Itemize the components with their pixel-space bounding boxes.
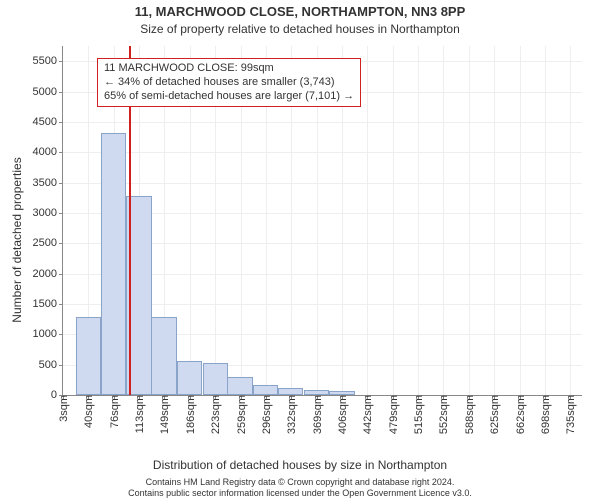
gridline-v xyxy=(418,46,419,395)
annotation-line3: 65% of semi-detached houses are larger (… xyxy=(104,90,354,104)
histogram-bar xyxy=(304,390,329,395)
credit-line1: Contains HM Land Registry data © Crown c… xyxy=(146,477,455,487)
y-tick-label: 1500 xyxy=(33,298,63,310)
chart-title-line1: 11, MARCHWOOD CLOSE, NORTHAMPTON, NN3 8P… xyxy=(0,4,600,19)
chart-frame: 11, MARCHWOOD CLOSE, NORTHAMPTON, NN3 8P… xyxy=(0,0,600,500)
gridline-h xyxy=(63,122,582,123)
x-tick-label: 40sqm xyxy=(81,395,95,428)
x-tick-label: 479sqm xyxy=(386,395,400,434)
y-tick-label: 2000 xyxy=(33,268,63,280)
y-axis-label: Number of detached properties xyxy=(10,50,24,430)
histogram-bar xyxy=(151,317,176,395)
histogram-bar xyxy=(253,385,278,395)
x-tick-label: 588sqm xyxy=(462,395,476,434)
histogram-bar xyxy=(76,317,101,395)
gridline-v xyxy=(393,46,394,395)
y-tick-label: 3000 xyxy=(33,207,63,219)
x-tick-label: 515sqm xyxy=(411,395,425,434)
gridline-h xyxy=(63,183,582,184)
chart-title-line2: Size of property relative to detached ho… xyxy=(0,22,600,36)
y-tick-label: 5000 xyxy=(33,86,63,98)
gridline-v xyxy=(443,46,444,395)
histogram-bar xyxy=(329,391,354,395)
annotation-line2: ← 34% of detached houses are smaller (3,… xyxy=(104,76,354,90)
x-tick-label: 735sqm xyxy=(563,395,577,434)
histogram-bar xyxy=(203,363,228,395)
x-tick-label: 369sqm xyxy=(310,395,324,434)
x-tick-label: 259sqm xyxy=(234,395,248,434)
credit-line2: Contains public sector information licen… xyxy=(128,488,472,498)
histogram-bar xyxy=(101,133,126,395)
x-tick-label: 296sqm xyxy=(259,395,273,434)
y-tick-label: 2500 xyxy=(33,237,63,249)
gridline-v xyxy=(367,46,368,395)
x-tick-label: 662sqm xyxy=(513,395,527,434)
x-tick-label: 442sqm xyxy=(360,395,374,434)
x-tick-label: 406sqm xyxy=(335,395,349,434)
x-tick-label: 698sqm xyxy=(538,395,552,434)
gridline-h xyxy=(63,152,582,153)
annotation-line1: 11 MARCHWOOD CLOSE: 99sqm xyxy=(104,62,354,76)
x-axis-label: Distribution of detached houses by size … xyxy=(0,458,600,472)
histogram-bar xyxy=(227,377,252,395)
plot-area: 0500100015002000250030003500400045005000… xyxy=(62,46,582,396)
x-tick-label: 76sqm xyxy=(107,395,121,428)
y-tick-label: 500 xyxy=(39,359,63,371)
x-tick-label: 186sqm xyxy=(183,395,197,434)
gridline-v xyxy=(520,46,521,395)
marker-annotation: 11 MARCHWOOD CLOSE: 99sqm ← 34% of detac… xyxy=(97,58,361,107)
x-tick-label: 625sqm xyxy=(487,395,501,434)
x-tick-label: 149sqm xyxy=(157,395,171,434)
y-tick-label: 3500 xyxy=(33,177,63,189)
x-tick-label: 223sqm xyxy=(208,395,222,434)
x-tick-label: 332sqm xyxy=(284,395,298,434)
x-tick-label: 552sqm xyxy=(436,395,450,434)
y-tick-label: 4500 xyxy=(33,116,63,128)
y-tick-label: 1000 xyxy=(33,328,63,340)
gridline-v xyxy=(494,46,495,395)
x-tick-label: 113sqm xyxy=(132,395,146,433)
gridline-v xyxy=(570,46,571,395)
y-tick-label: 4000 xyxy=(33,146,63,158)
y-tick-label: 5500 xyxy=(33,55,63,67)
histogram-bar xyxy=(177,361,202,395)
gridline-v xyxy=(545,46,546,395)
gridline-v xyxy=(469,46,470,395)
credit-text: Contains HM Land Registry data © Crown c… xyxy=(0,477,600,498)
x-tick-label: 3sqm xyxy=(56,395,70,422)
histogram-bar xyxy=(278,388,303,395)
